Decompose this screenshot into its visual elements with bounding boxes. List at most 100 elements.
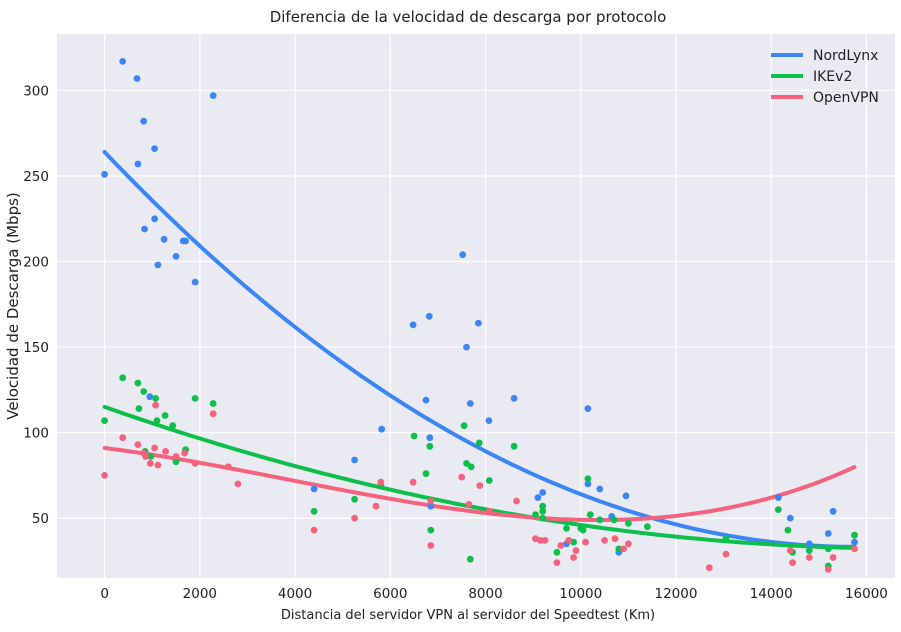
- nordlynx-point: [422, 396, 430, 404]
- openvpn-point: [805, 554, 813, 561]
- ikev2-point: [625, 519, 632, 527]
- ikev2-point: [191, 395, 199, 402]
- ikev2-point: [722, 535, 730, 543]
- x-tick-label: 0: [100, 586, 109, 602]
- openvpn-point: [789, 559, 796, 566]
- openvpn-point: [553, 559, 561, 566]
- openvpn-point: [172, 453, 180, 460]
- ikev2-point: [475, 439, 483, 447]
- ikev2-point: [467, 463, 475, 471]
- ikev2-legend-label: IKEv2: [813, 69, 852, 85]
- ikev2-point: [209, 400, 217, 407]
- nordlynx-point: [851, 538, 858, 546]
- x-tick-label: 12000: [655, 586, 698, 602]
- openvpn-point: [372, 502, 380, 510]
- ikev2-point: [824, 545, 832, 553]
- ikev2-point: [485, 477, 493, 484]
- ikev2-point: [563, 525, 570, 532]
- openvpn-point: [101, 472, 108, 479]
- nordlynx-point: [134, 160, 142, 168]
- nordlynx-point: [351, 456, 358, 464]
- ikev2-point: [172, 458, 180, 466]
- ikev2-point: [119, 374, 127, 382]
- openvpn-point: [209, 410, 217, 418]
- nordlynx-point: [119, 58, 127, 65]
- openvpn-point: [557, 542, 565, 549]
- ikev2-point: [460, 422, 468, 430]
- nordlynx-point: [310, 485, 318, 493]
- ikev2-point: [140, 388, 148, 395]
- openvpn-point: [409, 478, 417, 486]
- openvpn-point: [570, 554, 577, 561]
- openvpn-point: [572, 547, 580, 554]
- openvpn-point: [625, 540, 632, 548]
- openvpn-point: [705, 564, 713, 572]
- nordlynx-point: [622, 492, 630, 500]
- nordlynx-point: [539, 489, 547, 496]
- ikev2-point: [161, 412, 169, 419]
- openvpn-point: [620, 545, 627, 553]
- ikev2-point: [147, 453, 155, 460]
- ikev2-point: [579, 526, 587, 534]
- legend: NordLynx IKEv2 OpenVPN: [771, 48, 879, 106]
- y-tick-label: 250: [23, 169, 49, 185]
- grid-lines: [57, 34, 895, 578]
- nordlynx-point: [485, 417, 493, 424]
- x-tick-label: 16000: [845, 586, 888, 602]
- y-tick-label: 150: [23, 340, 49, 356]
- openvpn-point: [310, 526, 318, 534]
- ikev2-point: [615, 545, 623, 553]
- nordlynx-point: [172, 253, 180, 260]
- plot-background: [57, 34, 895, 578]
- ikev2-point: [152, 395, 160, 402]
- nordlynx-point: [596, 485, 604, 493]
- openvpn-point: [851, 545, 858, 553]
- nordlynx-point: [154, 261, 162, 269]
- nordlynx-point: [426, 434, 434, 442]
- nordlynx-point: [378, 425, 386, 433]
- nordlynx-point: [584, 405, 592, 412]
- openvpn-point: [427, 542, 435, 549]
- x-tick-label: 4000: [278, 586, 312, 602]
- openvpn-point: [465, 501, 473, 508]
- nordlynx-point: [151, 145, 159, 153]
- nordlynx-point: [146, 393, 154, 401]
- y-axis-title: Velocidad de Descarga (Mbps): [4, 192, 22, 420]
- y-tick-label: 300: [23, 83, 49, 99]
- nordlynx-point: [829, 507, 837, 515]
- nordlynx-point: [101, 170, 108, 178]
- nordlynx-point: [824, 530, 832, 537]
- ikev2-point: [774, 506, 782, 513]
- x-tick-label: 10000: [559, 586, 602, 602]
- nordlynx-point: [534, 494, 542, 501]
- nordlynx-point: [463, 343, 470, 351]
- nordlynx-point: [475, 319, 482, 327]
- x-tick-labels: 0 2000 4000 6000 8000 10000 12000 14000 16000: [100, 586, 888, 602]
- ikev2-point: [134, 379, 142, 387]
- openvpn-point: [151, 444, 159, 452]
- openvpn-point: [162, 448, 170, 455]
- ikev2-point: [584, 475, 592, 483]
- nordlynx-point: [510, 395, 518, 402]
- openvpn-point: [582, 538, 589, 546]
- y-tick-label: 50: [32, 511, 49, 527]
- openvpn-point: [458, 473, 466, 481]
- openvpn-point: [541, 537, 549, 544]
- nordlynx-point: [141, 225, 149, 233]
- openvpn-point: [351, 514, 358, 522]
- nordlynx-point: [191, 278, 199, 286]
- openvpn-point: [611, 535, 619, 543]
- openvpn-point: [829, 554, 837, 561]
- ikev2-point: [466, 555, 474, 563]
- openvpn-point: [427, 497, 435, 505]
- openvpn-point: [536, 537, 544, 544]
- ikev2-point: [553, 548, 561, 556]
- ikev2-point: [422, 470, 430, 477]
- openvpn-point: [786, 547, 794, 554]
- ikev2-point: [610, 516, 618, 524]
- ikev2-point: [426, 442, 434, 450]
- chart-title: Diferencia de la velocidad de descarga p…: [270, 8, 667, 26]
- ikev2-point: [427, 526, 435, 534]
